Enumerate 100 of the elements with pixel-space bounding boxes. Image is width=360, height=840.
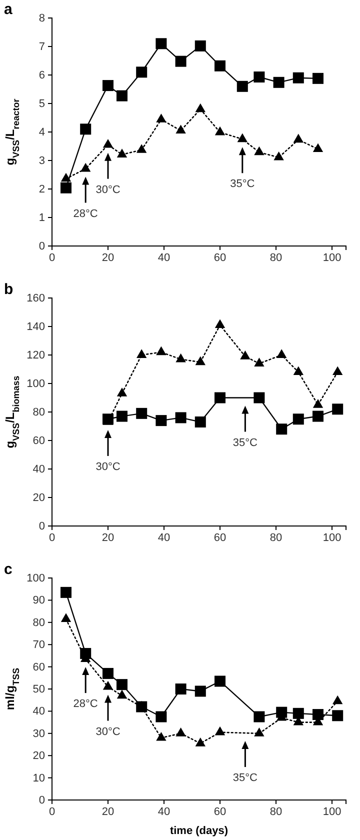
point bbox=[195, 738, 206, 746]
point bbox=[156, 346, 166, 356]
point bbox=[195, 103, 206, 112]
x-tick-label: 20 bbox=[102, 532, 114, 544]
chart-title: a bbox=[4, 1, 13, 18]
x-tick-label: 40 bbox=[158, 252, 170, 264]
y-tick-label: 8 bbox=[38, 12, 45, 25]
point bbox=[156, 732, 166, 741]
x-tick-label: 80 bbox=[270, 252, 282, 264]
point bbox=[80, 162, 91, 172]
point bbox=[292, 708, 304, 719]
point bbox=[116, 690, 128, 699]
y-tick-label: 100 bbox=[26, 378, 45, 390]
point bbox=[194, 416, 206, 428]
y-tick-label: 20 bbox=[32, 750, 45, 762]
point bbox=[102, 668, 114, 679]
point bbox=[254, 146, 264, 156]
x-tick-label: 100 bbox=[322, 806, 342, 818]
point bbox=[116, 410, 128, 422]
y-tick-label: 5 bbox=[38, 98, 45, 110]
ref-line-label: 35°C bbox=[232, 772, 258, 784]
point bbox=[214, 319, 226, 328]
y-tick-label: 120 bbox=[26, 350, 45, 362]
point bbox=[156, 711, 167, 722]
y-tick-label: 7 bbox=[38, 41, 45, 54]
point bbox=[116, 148, 128, 158]
point bbox=[175, 412, 186, 424]
point bbox=[254, 728, 264, 736]
ref-line-label: 28°C bbox=[73, 208, 98, 220]
point bbox=[194, 686, 206, 697]
y-tick-label: 90 bbox=[32, 594, 45, 607]
point bbox=[236, 80, 248, 92]
point bbox=[332, 404, 344, 415]
point bbox=[293, 366, 304, 376]
point bbox=[156, 114, 166, 122]
ref-line-label: 30°C bbox=[96, 726, 120, 738]
point bbox=[214, 676, 226, 687]
point bbox=[332, 695, 343, 704]
point bbox=[176, 124, 186, 134]
ref-line-label: 35°C bbox=[230, 178, 255, 190]
point bbox=[332, 710, 344, 722]
point bbox=[80, 124, 92, 135]
y-tick-label: 6 bbox=[38, 70, 45, 82]
y-tick-label: 80 bbox=[32, 406, 45, 419]
point bbox=[176, 353, 186, 362]
point bbox=[254, 711, 265, 722]
point bbox=[214, 726, 226, 736]
x-tick-label: 60 bbox=[214, 806, 226, 818]
x-tick-label: 80 bbox=[270, 532, 282, 544]
y-tick-label: 3 bbox=[38, 155, 45, 168]
point bbox=[194, 40, 206, 52]
point bbox=[60, 613, 72, 622]
x-tick-label: 0 bbox=[48, 806, 56, 818]
point bbox=[156, 415, 167, 426]
y-tick-label: 4 bbox=[38, 126, 45, 139]
point bbox=[116, 388, 128, 396]
point bbox=[136, 144, 147, 153]
point bbox=[116, 679, 128, 690]
point bbox=[254, 392, 265, 404]
y-tick-label: 0 bbox=[38, 240, 45, 253]
point bbox=[102, 80, 114, 92]
x-tick-label: 60 bbox=[214, 252, 226, 264]
x-tick-label: 0 bbox=[48, 532, 56, 544]
point bbox=[102, 680, 114, 690]
point bbox=[273, 76, 284, 88]
point bbox=[136, 66, 148, 78]
x-axis-title: time (days) bbox=[170, 825, 228, 837]
point bbox=[176, 728, 186, 736]
point bbox=[136, 349, 147, 358]
ref-line-label: 35°C bbox=[232, 436, 258, 449]
y-tick-label: 80 bbox=[32, 616, 45, 629]
x-tick-label: 60 bbox=[214, 532, 226, 544]
chart-title: c bbox=[4, 561, 12, 578]
point bbox=[312, 709, 324, 720]
y-tick-label: 100 bbox=[26, 572, 45, 585]
x-tick-label: 40 bbox=[158, 806, 170, 818]
point bbox=[214, 60, 226, 72]
point bbox=[276, 349, 287, 358]
point bbox=[312, 143, 324, 152]
chart-title: b bbox=[4, 281, 14, 298]
point bbox=[254, 358, 264, 366]
point bbox=[136, 408, 148, 419]
y-tick-label: 60 bbox=[32, 435, 45, 448]
x-tick-label: 100 bbox=[322, 252, 342, 264]
x-tick-label: 20 bbox=[102, 252, 114, 264]
point bbox=[254, 71, 265, 82]
y-tick-label: 10 bbox=[32, 772, 45, 784]
x-tick-label: 0 bbox=[48, 252, 56, 264]
y-tick-label: 2 bbox=[38, 184, 45, 196]
point bbox=[195, 356, 206, 366]
point bbox=[312, 72, 324, 84]
y-tick-label: 0 bbox=[38, 794, 45, 807]
ref-line-label: 30°C bbox=[96, 184, 120, 196]
x-tick-label: 20 bbox=[102, 806, 114, 818]
point bbox=[293, 134, 304, 143]
point bbox=[312, 410, 324, 422]
y-tick-label: 50 bbox=[32, 684, 45, 696]
point bbox=[237, 133, 248, 142]
y-tick-label: 70 bbox=[32, 639, 45, 652]
y-tick-label: 40 bbox=[32, 464, 45, 476]
